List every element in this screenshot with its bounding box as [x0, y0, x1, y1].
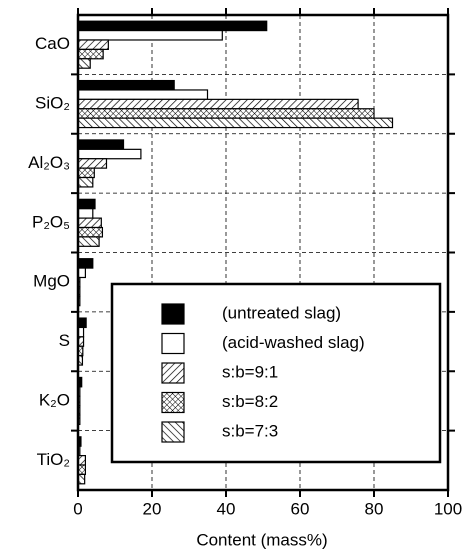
bar	[77, 226, 104, 238]
legend-swatch	[161, 303, 185, 325]
bar	[77, 236, 100, 247]
legend-swatch	[161, 362, 185, 384]
bar	[77, 139, 125, 150]
y-tick-label: CaO	[35, 34, 70, 53]
legend-swatch	[161, 391, 185, 414]
bar	[77, 167, 95, 179]
x-tick-label: 60	[291, 499, 310, 518]
x-tick-label: 20	[143, 499, 162, 518]
bar	[77, 39, 109, 50]
bar	[77, 20, 268, 32]
legend-label: s:b=8:2	[222, 392, 278, 411]
x-tick-label: 0	[73, 499, 82, 518]
legend-swatch	[161, 332, 185, 355]
y-tick-label: P₂O₅	[32, 212, 70, 231]
bar	[77, 98, 359, 110]
y-tick-label: MgO	[33, 272, 70, 291]
bar	[77, 208, 94, 219]
legend-label: (untreated slag)	[222, 303, 341, 322]
x-tick-label: 80	[365, 499, 384, 518]
y-tick-label: S	[59, 331, 70, 350]
legend-label: s:b=9:1	[222, 362, 278, 381]
bar	[77, 217, 102, 229]
bar	[77, 79, 175, 91]
bar	[77, 48, 104, 60]
bar	[77, 117, 394, 129]
legend: (untreated slag) (acid-washed slag) s:b=9:…	[110, 282, 442, 464]
x-tick-label: 100	[434, 499, 462, 518]
y-tick-label: SiO₂	[35, 94, 70, 113]
legend-swatch	[161, 421, 185, 443]
bar	[77, 258, 94, 269]
legend-label: (acid-washed slag)	[222, 333, 365, 352]
bar	[77, 58, 91, 69]
y-tick-label: TiO₂	[37, 450, 70, 469]
x-tick-label: 40	[217, 499, 236, 518]
plot-frame	[76, 13, 450, 492]
y-tick-label: Al₂O₃	[28, 153, 70, 172]
bar	[77, 89, 209, 100]
bar	[77, 29, 223, 41]
bar	[77, 198, 96, 210]
bar	[77, 108, 375, 119]
bar	[77, 176, 94, 188]
legend-label: s:b=7:3	[222, 421, 278, 440]
y-tick-label: K₂O	[39, 390, 70, 409]
x-axis-label: Content (mass%)	[196, 530, 327, 549]
bar	[77, 148, 142, 160]
bar	[77, 158, 108, 169]
